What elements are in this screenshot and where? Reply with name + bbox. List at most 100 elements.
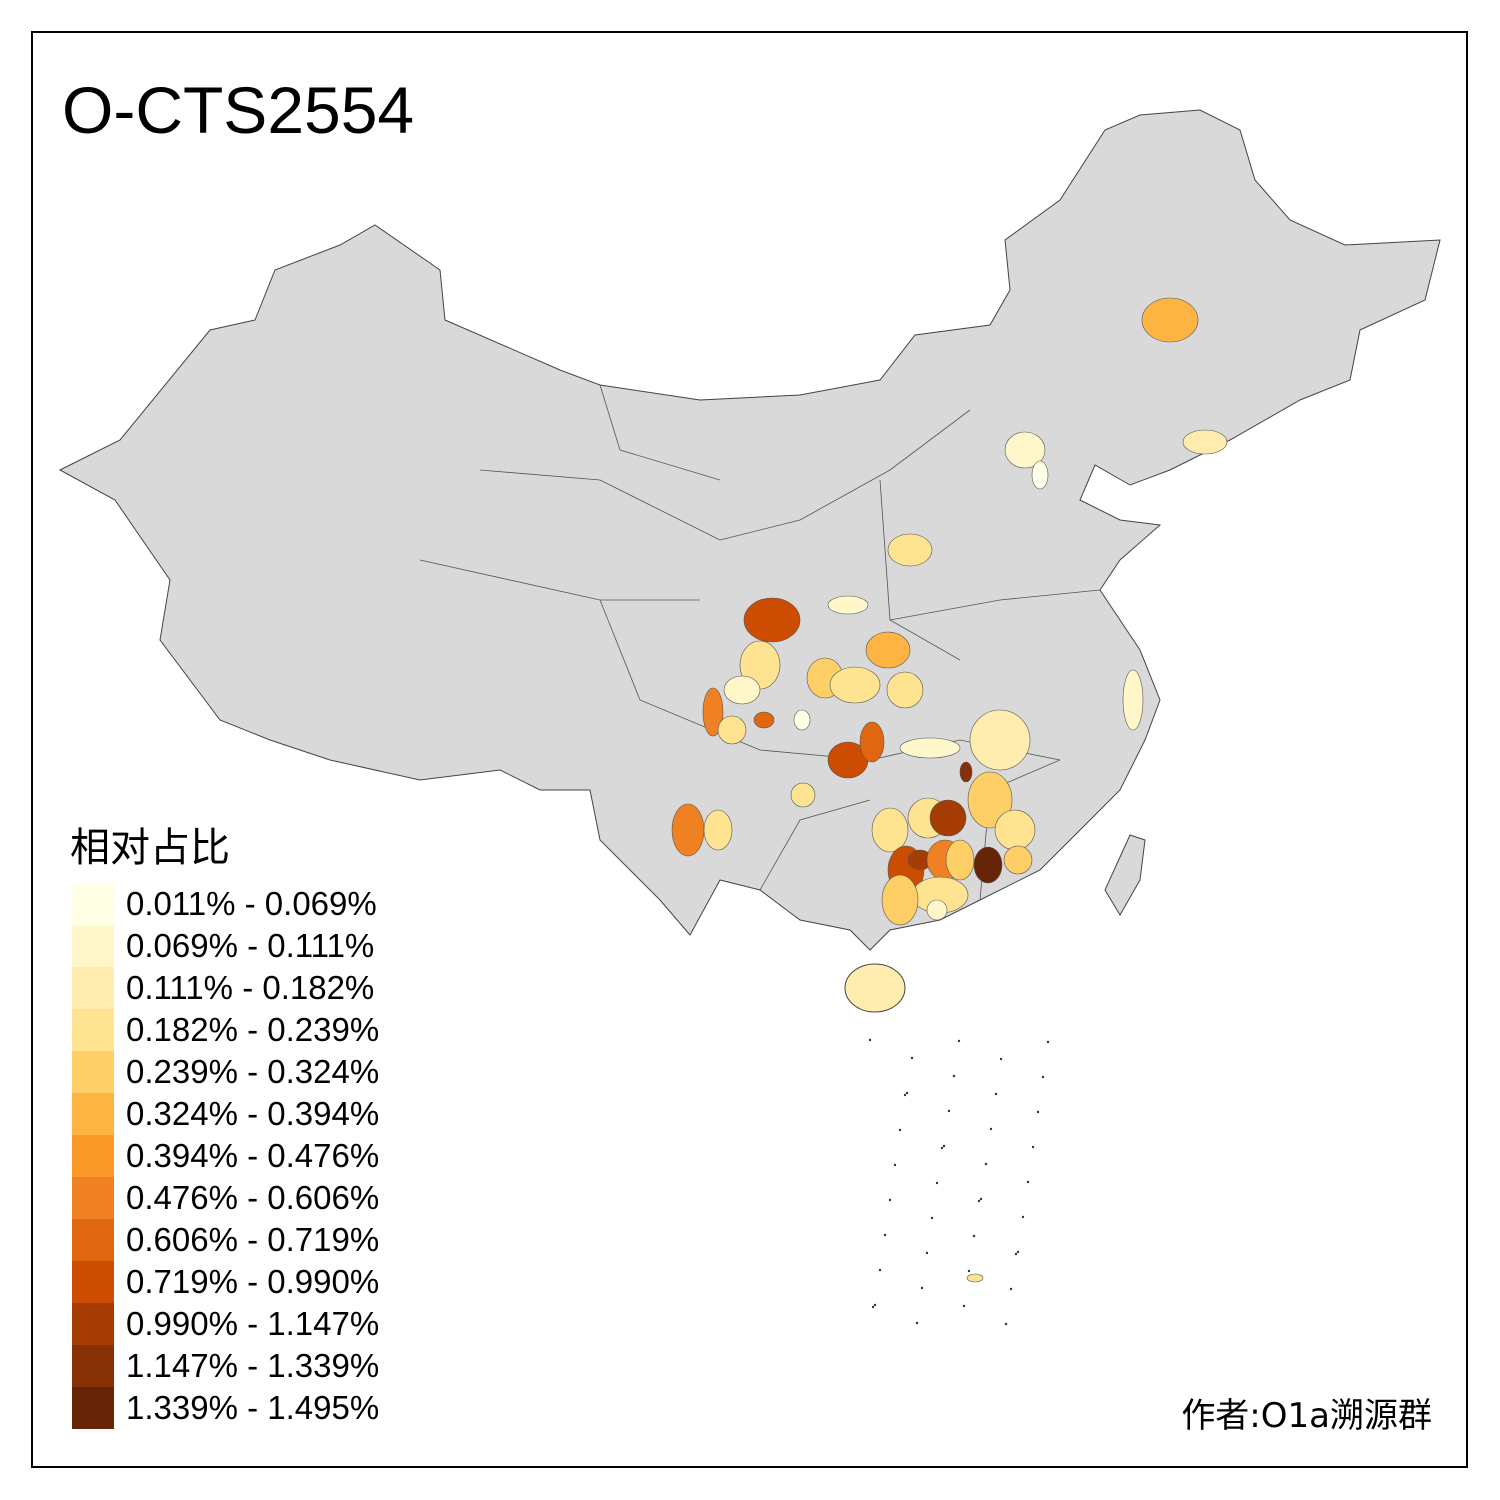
region-2 — [1004, 431, 1046, 469]
region-4 — [887, 533, 933, 567]
island — [1041, 1075, 1045, 1079]
region-25 — [929, 799, 967, 837]
province-boundary — [479, 469, 721, 541]
legend-label: 0.990% - 1.147% — [126, 1305, 380, 1342]
legend-item: 0.011% - 0.069% — [72, 883, 472, 925]
legend-item: 0.069% - 0.111% — [72, 925, 472, 967]
island — [989, 1127, 993, 1131]
legend-swatch — [72, 1387, 114, 1429]
island — [930, 1216, 934, 1220]
legend-item: 1.339% - 1.495% — [72, 1387, 472, 1429]
region-1 — [1182, 429, 1228, 455]
province-boundary — [719, 409, 971, 541]
legend-swatch — [72, 1345, 114, 1387]
region-37 — [703, 809, 733, 851]
legend-label: 0.394% - 0.476% — [126, 1137, 380, 1174]
legend-item: 0.990% - 1.147% — [72, 1303, 472, 1345]
map-title: O-CTS2554 — [62, 73, 415, 147]
region-11 — [886, 671, 924, 709]
region-13 — [702, 687, 724, 737]
island — [977, 1199, 981, 1203]
island — [893, 1163, 897, 1167]
island — [1004, 1322, 1008, 1326]
legend-item: 0.394% - 0.476% — [72, 1135, 472, 1177]
region-taiwan — [1104, 834, 1146, 916]
legend-item: 0.476% - 0.606% — [72, 1177, 472, 1219]
island — [962, 1304, 966, 1308]
region-32 — [973, 846, 1003, 884]
region-23 — [994, 809, 1036, 851]
island — [1009, 1287, 1013, 1291]
country-outline — [58, 109, 1441, 951]
region-hainan — [844, 963, 906, 1013]
region-33 — [1003, 845, 1033, 875]
region-21 — [959, 761, 973, 783]
region-18 — [859, 721, 885, 763]
legend-label: 0.011% - 0.069% — [126, 885, 377, 922]
region-16 — [793, 709, 811, 731]
legend-item: 0.324% - 0.394% — [72, 1093, 472, 1135]
island — [999, 1057, 1003, 1061]
island — [883, 1233, 887, 1237]
province-boundary — [889, 589, 1101, 621]
legend-item: 0.111% - 0.182% — [72, 967, 472, 1009]
legend-item: 0.239% - 0.324% — [72, 1051, 472, 1093]
legend-label: 1.147% - 1.339% — [126, 1347, 380, 1384]
island — [972, 1234, 976, 1238]
legend-swatch — [72, 883, 114, 925]
island — [898, 1128, 902, 1132]
region-40 — [966, 1273, 984, 1283]
legend-label: 0.324% - 0.394% — [126, 1095, 380, 1132]
legend-swatch — [72, 1177, 114, 1219]
region-14 — [717, 715, 747, 745]
island — [940, 1146, 944, 1150]
region-34 — [945, 839, 975, 881]
map-frame — [31, 31, 1468, 1468]
author-credit: 作者:O1a溯源群 — [1181, 1396, 1432, 1436]
region-19 — [899, 737, 961, 759]
legend-swatch — [72, 1135, 114, 1177]
legend-label: 0.476% - 0.606% — [126, 1179, 380, 1216]
legend-label: 0.069% - 0.111% — [126, 927, 375, 964]
region-7 — [865, 631, 911, 669]
island — [1021, 1215, 1025, 1219]
island — [952, 1074, 956, 1078]
legend-item: 1.147% - 1.339% — [72, 1345, 472, 1387]
region-12 — [723, 675, 761, 705]
region-31 — [881, 874, 919, 926]
region-36 — [671, 803, 705, 857]
island — [1016, 1250, 1020, 1254]
province-boundary — [759, 799, 871, 891]
island — [935, 1181, 939, 1185]
island — [873, 1303, 877, 1307]
island — [905, 1091, 909, 1095]
legend-swatch — [72, 967, 114, 1009]
region-35 — [926, 899, 948, 921]
province-boundary — [599, 384, 721, 481]
legend-swatch — [72, 1303, 114, 1345]
legend-item: 0.719% - 0.990% — [72, 1261, 472, 1303]
island — [984, 1162, 988, 1166]
island — [967, 1269, 971, 1273]
island — [942, 1144, 946, 1148]
legend-item: 0.606% - 0.719% — [72, 1219, 472, 1261]
island — [903, 1093, 907, 1097]
legend-swatch — [72, 1261, 114, 1303]
island — [1031, 1145, 1035, 1149]
region-10 — [829, 666, 881, 704]
legend-swatch — [72, 925, 114, 967]
region-3 — [1031, 460, 1049, 490]
island — [957, 1039, 961, 1043]
region-0 — [1141, 297, 1199, 343]
island — [925, 1251, 929, 1255]
legend-swatch — [72, 1009, 114, 1051]
legend-label: 0.606% - 0.719% — [126, 1221, 380, 1258]
region-6 — [743, 597, 801, 643]
legend-swatch — [72, 1093, 114, 1135]
legend-swatch — [72, 1219, 114, 1261]
region-22 — [967, 771, 1013, 829]
legend-item: 0.182% - 0.239% — [72, 1009, 472, 1051]
island — [994, 1092, 998, 1096]
island — [1026, 1180, 1030, 1184]
island — [871, 1305, 875, 1309]
